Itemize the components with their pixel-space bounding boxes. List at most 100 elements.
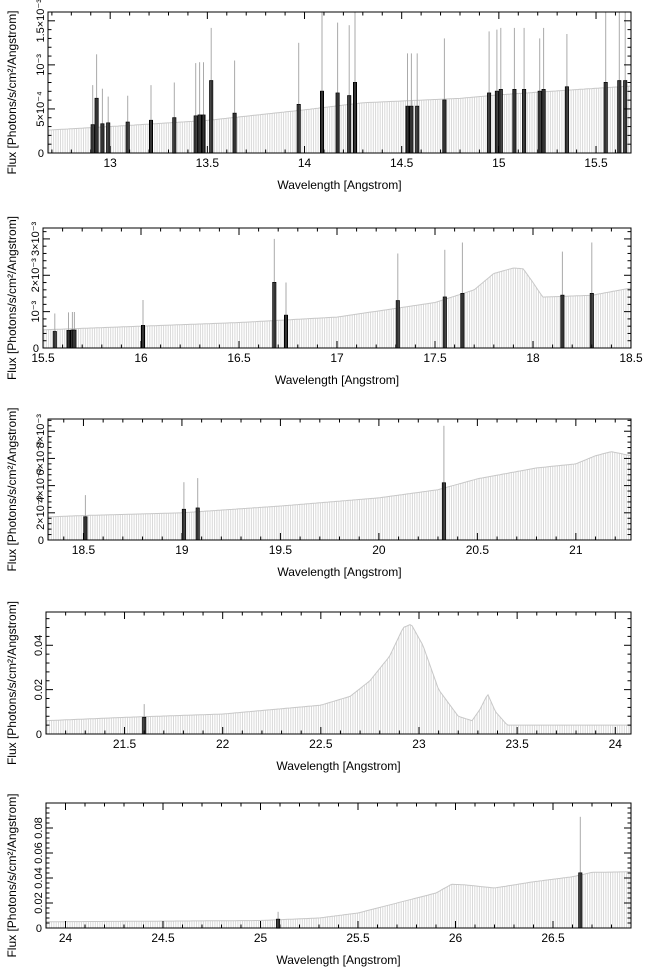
continuum-envelope: [45, 871, 630, 923]
emission-line-fill: [194, 116, 197, 153]
x-tick-label: 15: [492, 156, 506, 170]
y-tick-label: 0.02: [33, 679, 45, 700]
y-tick-label: 0.02: [33, 892, 45, 913]
y-tick-label: 3×10⁻³: [30, 221, 42, 256]
y-tick-label: 0.04: [33, 635, 45, 656]
x-axis-label: Wavelength [Angstrom]: [275, 373, 399, 387]
emission-line-fill: [95, 98, 98, 153]
emission-line-fill: [173, 117, 176, 154]
emission-line-fill: [233, 113, 236, 153]
y-tick-label: 0.04: [33, 867, 45, 888]
emission-line-fill: [91, 124, 94, 153]
emission-line-fill: [210, 80, 213, 153]
emission-line-fill: [565, 86, 568, 153]
emission-line-fill: [495, 91, 498, 153]
chart-panel-1: 13 13.5 14 14.5 15 15.5 0 5×10⁻⁴ 10⁻³ 1.5×10⁻³ Wav…: [5, 0, 632, 192]
x-tick-label: 19.5: [269, 543, 293, 557]
emission-line-fill: [67, 330, 70, 348]
emission-line-fill: [277, 919, 280, 929]
emission-line-fill: [538, 91, 541, 153]
y-axis-label: Flux [Photons/s/cm²/Angstrom]: [5, 601, 19, 765]
x-tick-label: 24: [609, 737, 623, 751]
x-tick-label: 14.5: [390, 156, 414, 170]
emission-line-fill: [84, 516, 87, 540]
emission-line-fill: [618, 80, 621, 153]
emission-line-fill: [410, 106, 413, 153]
x-tick-label: 25.5: [346, 931, 370, 945]
x-tick-label: 26.5: [541, 931, 565, 945]
x-tick-label: 15.5: [31, 351, 55, 365]
emission-line-fill: [604, 82, 607, 153]
emission-line-fill: [499, 89, 502, 153]
chart-panel-4: 21.5 22 22.5 23 23.5 24 0 0.02 0.04 Wavelength [A…: [5, 601, 632, 773]
emission-line-fill: [354, 82, 356, 153]
emission-line-fill: [196, 508, 199, 540]
x-tick-label: 22.5: [309, 737, 333, 751]
plot-frame: [45, 611, 632, 735]
emission-line-fill: [101, 123, 104, 153]
x-tick-label: 19: [175, 543, 189, 557]
continuum-envelope: [45, 624, 630, 726]
emission-line-fill: [590, 293, 593, 348]
emission-line-fill: [126, 122, 129, 153]
emission-line-fill: [406, 106, 409, 153]
chart-panel-2: 15.5 16 16.5 17 17.5 18 18.5 0 10⁻³ 2×10⁻³ 3×10⁻³ W…: [5, 216, 643, 387]
y-tick-label: 0.06: [33, 842, 45, 863]
continuum-model: [42, 267, 632, 348]
x-axis-label: Wavelength [Angstrom]: [277, 565, 401, 579]
continuum-model: [47, 451, 632, 540]
x-tick-label: 24: [59, 931, 73, 945]
y-tick-label-zero: 0: [36, 923, 42, 935]
y-tick-label-zero: 0: [38, 535, 44, 547]
emission-line-fill: [107, 123, 110, 153]
emission-line-fill: [561, 295, 564, 348]
x-tick-label: 16: [134, 351, 148, 365]
emission-line-fill: [348, 95, 351, 153]
x-tick-label: 17.5: [423, 351, 447, 365]
x-tick-label: 20: [372, 543, 386, 557]
y-tick-label-zero: 0: [38, 148, 44, 160]
emission-line-fill: [443, 100, 446, 153]
x-tick-label: 13.5: [196, 156, 220, 170]
emission-line-fill: [513, 89, 516, 153]
emission-line-fill: [396, 300, 399, 348]
y-tick-label: 0.08: [33, 817, 45, 838]
y-tick-label: 4×10⁻³: [35, 468, 47, 503]
y-axis-label: Flux [Photons/s/cm²/Angstrom]: [5, 216, 19, 380]
x-tick-label: 18.5: [619, 351, 643, 365]
x-tick-label: 25: [254, 931, 268, 945]
y-tick-label: 1.5×10⁻³: [35, 0, 47, 43]
chart-panel-5: 24 24.5 25 25.5 26 26.5 0 0.02 0.04 0.06 0.08 Wavel…: [5, 793, 632, 967]
y-axis-label: Flux [Photons/s/cm²/Angstrom]: [5, 407, 19, 571]
emission-line-fill: [150, 120, 152, 153]
y-axis-label: Flux [Photons/s/cm²/Angstrom]: [5, 793, 19, 957]
emission-line-fill: [142, 325, 144, 348]
emission-line-fill: [202, 115, 205, 153]
x-tick-label: 23.5: [505, 737, 529, 751]
emission-line-fill: [53, 331, 56, 348]
x-tick-label: 18: [526, 351, 540, 365]
x-tick-label: 24.5: [151, 931, 175, 945]
chart-panel-3: 18.5 19 19.5 20 20.5 21 0 2×10⁻³4×10⁻³6×10⁻³8×1…: [5, 407, 632, 579]
y-tick-label: 8×10⁻³: [35, 414, 47, 449]
x-tick-label: 13: [104, 156, 118, 170]
y-tick-label-zero: 0: [33, 343, 39, 355]
y-tick-label: 2×10⁻³: [30, 258, 42, 293]
emission-line-fill: [143, 717, 146, 734]
emission-line-fill: [579, 873, 582, 928]
emission-line-fill: [523, 89, 526, 153]
x-tick-label: 23: [412, 737, 426, 751]
emission-line-fill: [624, 80, 627, 153]
emission-line-fill: [542, 89, 545, 153]
x-tick-label: 21.5: [113, 737, 137, 751]
x-axis-label: Wavelength [Angstrom]: [276, 953, 400, 967]
emission-line-fill: [273, 282, 276, 348]
y-tick-label: 2×10⁻³: [35, 495, 47, 530]
emission-line-fill: [443, 297, 446, 348]
y-tick-label: 6×10⁻³: [35, 441, 47, 476]
x-axis-label: Wavelength [Angstrom]: [276, 759, 400, 773]
emission-line-fill: [73, 330, 76, 348]
emission-line-fill: [198, 115, 201, 153]
